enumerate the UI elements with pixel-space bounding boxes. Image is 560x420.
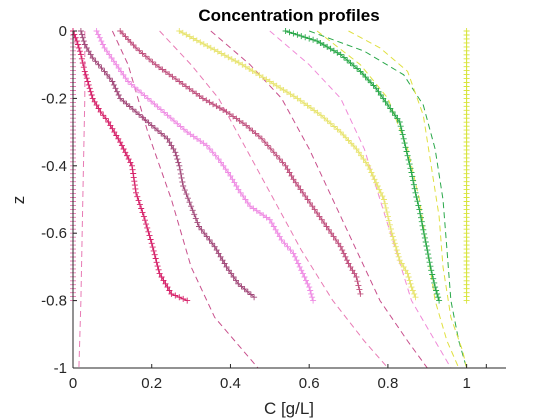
dashed-profile-1 bbox=[79, 31, 85, 368]
measured-profile-2 bbox=[70, 28, 190, 304]
dashed-profile-2 bbox=[112, 31, 258, 368]
measured-profile-8 bbox=[464, 28, 470, 304]
dashed-profile-5 bbox=[270, 31, 451, 368]
plus-markers bbox=[70, 28, 190, 304]
measured-profile-5 bbox=[117, 28, 363, 297]
x-tick-label: 0 bbox=[69, 375, 77, 392]
measured-profile-6 bbox=[176, 28, 418, 300]
y-tick-label: -1 bbox=[54, 360, 67, 377]
plus-markers bbox=[176, 28, 418, 300]
plus-markers bbox=[464, 28, 470, 304]
y-tick-label: -0.8 bbox=[41, 293, 67, 310]
measured-profile-line bbox=[179, 31, 415, 297]
x-axis-label: C [g/L] bbox=[264, 399, 314, 418]
plus-markers bbox=[78, 28, 257, 300]
y-axis-label: z bbox=[9, 196, 28, 205]
x-tick-label: 0.6 bbox=[299, 375, 320, 392]
x-tick-label: 0.4 bbox=[220, 375, 241, 392]
x-tick-label: 0.8 bbox=[377, 375, 398, 392]
measured-profile-3 bbox=[78, 28, 257, 300]
y-tick-label: 0 bbox=[59, 23, 67, 40]
y-tick-label: -0.2 bbox=[41, 90, 67, 107]
y-tick-label: -0.4 bbox=[41, 158, 67, 175]
measured-profile-line bbox=[81, 31, 254, 297]
chart-title: Concentration profiles bbox=[198, 6, 379, 25]
dashed-profile-6 bbox=[317, 31, 459, 368]
y-tick-label: -0.6 bbox=[41, 225, 67, 242]
plus-markers bbox=[117, 28, 363, 297]
x-tick-label: 1 bbox=[462, 375, 470, 392]
x-tick-label: 0.2 bbox=[141, 375, 162, 392]
